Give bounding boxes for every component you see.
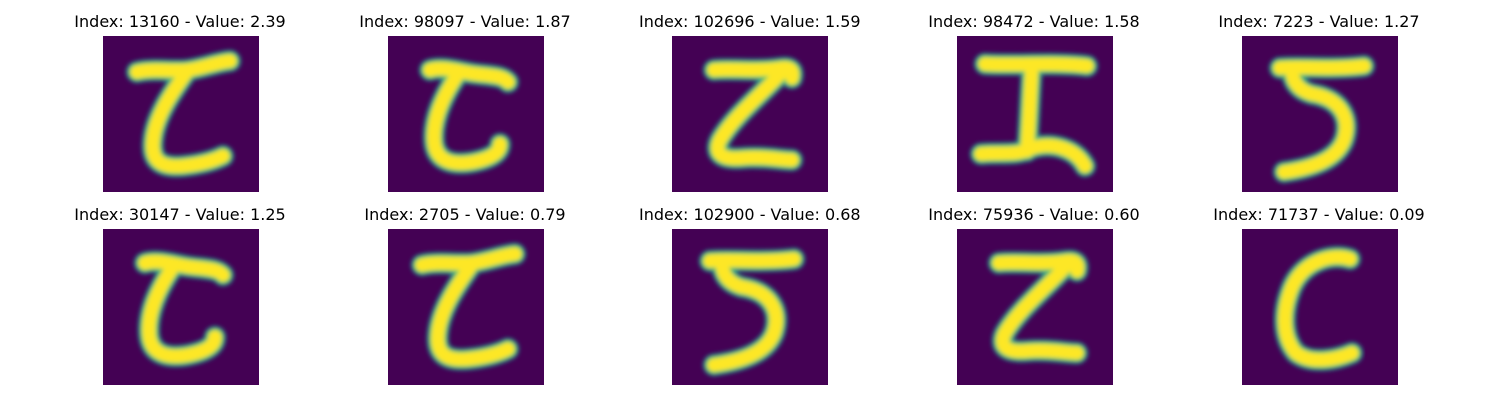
sample-image bbox=[388, 229, 544, 385]
sample-cell: Index: 2705 - Value: 0.79 bbox=[355, 203, 575, 385]
sample-title: Index: 102900 - Value: 0.68 bbox=[639, 205, 861, 224]
sample-title: Index: 30147 - Value: 1.25 bbox=[74, 205, 286, 224]
sample-image bbox=[957, 36, 1113, 192]
sample-image bbox=[388, 36, 544, 192]
sample-cell: Index: 102696 - Value: 1.59 bbox=[639, 10, 861, 192]
sample-image bbox=[1242, 229, 1398, 385]
sample-cell: Index: 13160 - Value: 2.39 bbox=[70, 10, 290, 192]
sample-cell: Index: 75936 - Value: 0.60 bbox=[924, 203, 1144, 385]
sample-image bbox=[1242, 36, 1398, 192]
sample-image bbox=[103, 229, 259, 385]
sample-cell: Index: 7223 - Value: 1.27 bbox=[1209, 10, 1429, 192]
sample-cell: Index: 98097 - Value: 1.87 bbox=[355, 10, 575, 192]
sample-image bbox=[103, 36, 259, 192]
sample-cell: Index: 98472 - Value: 1.58 bbox=[924, 10, 1144, 192]
sample-title: Index: 98472 - Value: 1.58 bbox=[928, 12, 1140, 31]
sample-title: Index: 102696 - Value: 1.59 bbox=[639, 12, 861, 31]
sample-title: Index: 75936 - Value: 0.60 bbox=[928, 205, 1140, 224]
sample-cell: Index: 30147 - Value: 1.25 bbox=[70, 203, 290, 385]
sample-image bbox=[672, 229, 828, 385]
sample-cell: Index: 71737 - Value: 0.09 bbox=[1209, 203, 1429, 385]
sample-title: Index: 71737 - Value: 0.09 bbox=[1213, 205, 1425, 224]
sample-title: Index: 7223 - Value: 1.27 bbox=[1218, 12, 1420, 31]
sample-title: Index: 13160 - Value: 2.39 bbox=[74, 12, 286, 31]
sample-image bbox=[957, 229, 1113, 385]
sample-title: Index: 2705 - Value: 0.79 bbox=[364, 205, 566, 224]
sample-title: Index: 98097 - Value: 1.87 bbox=[359, 12, 571, 31]
sample-image bbox=[672, 36, 828, 192]
sample-cell: Index: 102900 - Value: 0.68 bbox=[639, 203, 861, 385]
